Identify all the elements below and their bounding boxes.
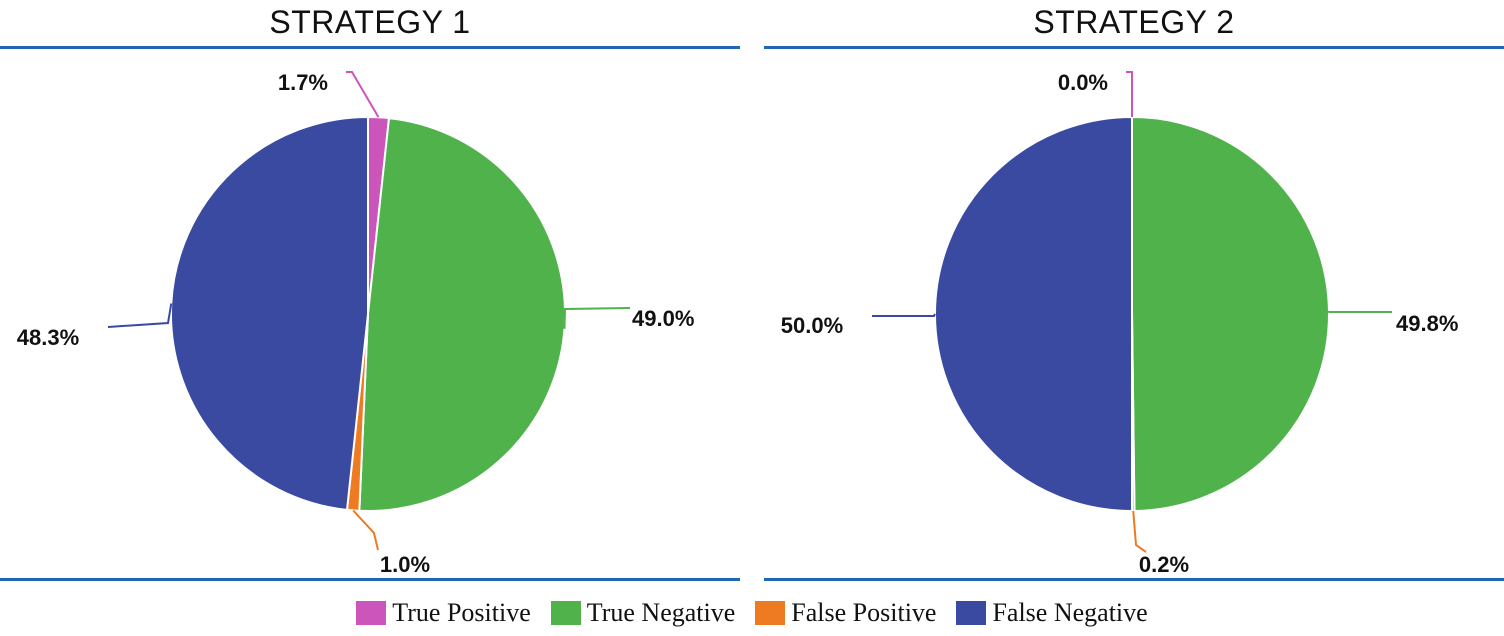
legend-item-false-negative: False Negative bbox=[956, 598, 1148, 628]
data-label-false-positive: 1.0% bbox=[380, 552, 430, 577]
legend-swatch bbox=[356, 601, 387, 625]
legend-swatch bbox=[956, 601, 987, 625]
legend-item-true-positive: True Positive bbox=[356, 598, 531, 628]
data-label-true-negative: 49.8% bbox=[1396, 311, 1458, 336]
pie-chart-strategy-2: 0.0% 49.8% 0.2% 50.0% bbox=[781, 70, 1459, 577]
leader-line-false-negative bbox=[872, 313, 936, 317]
legend-label: False Negative bbox=[992, 598, 1148, 627]
pie-slice-false-negative bbox=[934, 115, 1133, 513]
legend-swatch bbox=[550, 601, 581, 625]
chart-legend: True Positive True Negative False Positi… bbox=[0, 596, 1504, 630]
legend-item-false-positive: False Positive bbox=[755, 598, 936, 628]
pie-chart-panel-strategy-2: STRATEGY 2 0.0% 49.8% 0.2% 50.0% bbox=[764, 0, 1504, 590]
leader-line-true-negative bbox=[1327, 311, 1392, 313]
pie-slice-true-negative bbox=[358, 117, 566, 512]
leader-line-false-negative bbox=[107, 303, 173, 328]
data-label-true-negative: 49.0% bbox=[632, 306, 694, 331]
legend-label: False Positive bbox=[791, 598, 937, 627]
top-divider bbox=[764, 46, 1504, 49]
chart-title: STRATEGY 1 bbox=[269, 4, 471, 40]
legend-label: True Positive bbox=[392, 598, 531, 627]
data-label-false-negative: 50.0% bbox=[781, 313, 843, 338]
data-label-false-negative: 48.3% bbox=[17, 325, 79, 350]
leader-line-true-positive bbox=[346, 71, 380, 118]
pie-chart-panel-strategy-1: STRATEGY 1 1.7% 49.0% 1.0% 48.3% bbox=[0, 0, 740, 590]
pie-chart-strategy-1: 1.7% 49.0% 1.0% 48.3% bbox=[17, 70, 695, 577]
leader-line-false-positive bbox=[352, 509, 379, 551]
pie-slice-true-negative bbox=[1131, 115, 1330, 512]
data-label-false-positive: 0.2% bbox=[1139, 552, 1189, 577]
legend-label: True Negative bbox=[586, 598, 736, 627]
legend-item-true-negative: True Negative bbox=[550, 598, 736, 628]
top-divider bbox=[0, 46, 740, 49]
pie-slice-false-negative bbox=[170, 115, 369, 511]
bottom-divider bbox=[764, 578, 1504, 581]
leader-line-false-positive bbox=[1132, 510, 1147, 553]
leader-line-true-positive bbox=[1126, 71, 1133, 117]
bottom-divider bbox=[0, 578, 740, 581]
chart-title: STRATEGY 2 bbox=[1033, 4, 1235, 40]
leader-line-true-negative bbox=[563, 307, 631, 329]
data-label-true-positive: 0.0% bbox=[1058, 70, 1108, 95]
data-label-true-positive: 1.7% bbox=[278, 70, 328, 95]
legend-swatch bbox=[755, 601, 786, 625]
